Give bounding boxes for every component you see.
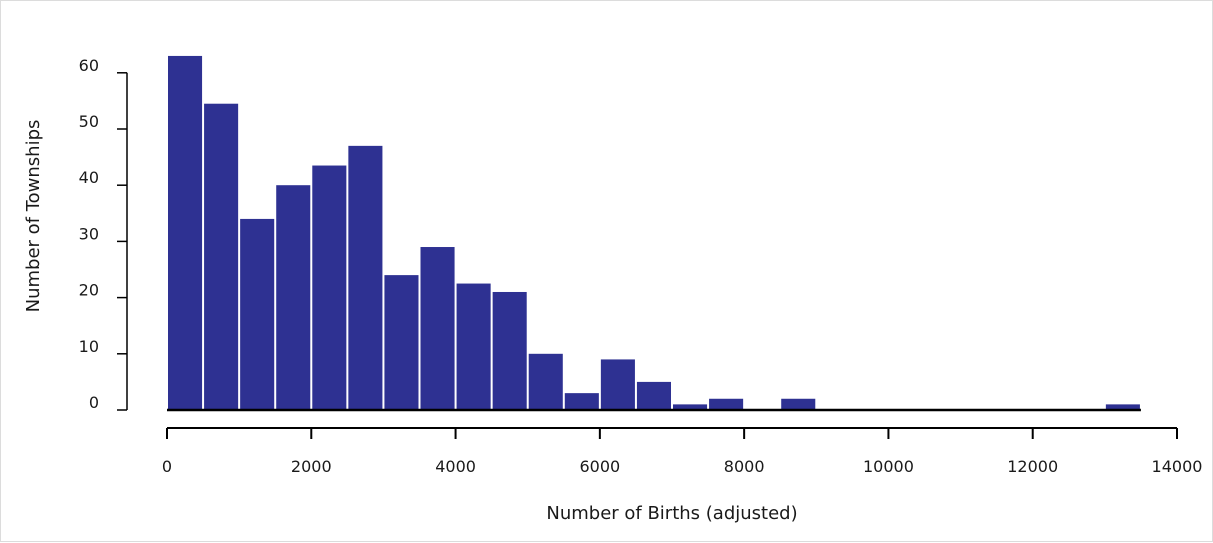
x-axis-title: Number of Births (adjusted): [546, 503, 797, 524]
bars-group: [168, 55, 1140, 411]
x-tick-label: 14000: [1152, 457, 1203, 476]
histogram-bar: [673, 404, 708, 410]
x-tick-label: 12000: [1007, 457, 1058, 476]
histogram-bar: [420, 247, 455, 410]
y-tick-label: 0: [89, 393, 99, 412]
histogram-bar: [276, 185, 311, 410]
histogram-bar: [1105, 404, 1140, 410]
histogram-bar: [240, 218, 275, 410]
histogram-bar: [456, 283, 491, 410]
x-axis: 0 2000 4000 6000 8000 10000 12000 14000: [162, 427, 1203, 476]
y-tick-label: 10: [79, 337, 99, 356]
histogram-bar: [636, 381, 671, 410]
histogram-bar: [600, 359, 635, 410]
y-tick-label: 60: [79, 56, 99, 75]
x-tick-label: 4000: [435, 457, 476, 476]
y-axis-title: Number of Townships: [23, 120, 44, 313]
x-tick-label: 10000: [863, 457, 914, 476]
x-tick-label: 0: [162, 457, 172, 476]
histogram-bar: [204, 103, 239, 411]
y-tick-label: 50: [79, 112, 99, 131]
histogram-bar: [168, 55, 203, 410]
histogram-bar: [384, 275, 419, 410]
histogram-bar: [781, 398, 816, 410]
x-tick-label: 6000: [579, 457, 620, 476]
histogram-bar: [528, 353, 563, 410]
y-axis: 0 10 20 30 40 50 60: [79, 56, 128, 412]
histogram-bar: [564, 393, 599, 410]
y-tick-label: 20: [79, 281, 99, 300]
histogram-bar: [709, 398, 744, 410]
x-tick-label: 2000: [291, 457, 332, 476]
y-tick-label: 30: [79, 224, 99, 243]
y-tick-label: 40: [79, 168, 99, 187]
histogram-bar: [492, 291, 527, 410]
histogram-bar: [348, 145, 383, 411]
x-tick-label: 8000: [724, 457, 765, 476]
histogram-bar: [312, 165, 347, 410]
